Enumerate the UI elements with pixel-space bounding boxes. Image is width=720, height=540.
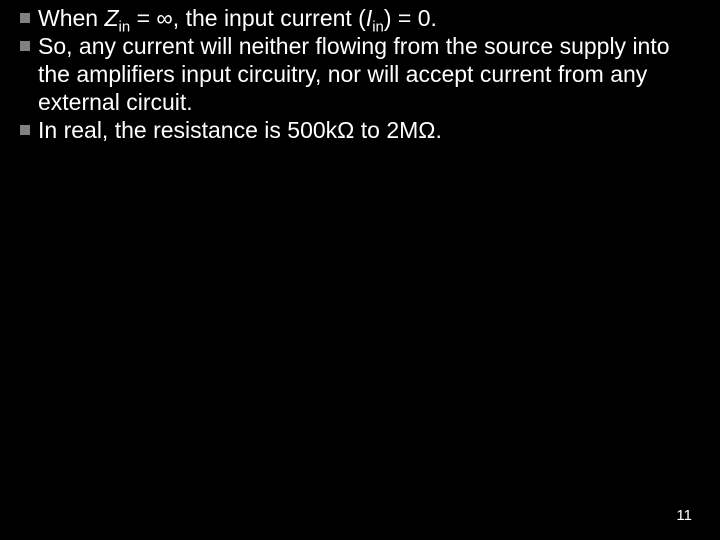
square-bullet-icon: [20, 125, 30, 135]
page-number: 11: [676, 507, 692, 524]
content-area: When Zin = ∞, the input current (Iin) = …: [20, 4, 700, 144]
bullet-item: When Zin = ∞, the input current (Iin) = …: [20, 4, 700, 32]
bullet-text: So, any current will neither flowing fro…: [38, 32, 700, 116]
text-fragment: ) = 0.: [384, 5, 437, 31]
slide: When Zin = ∞, the input current (Iin) = …: [0, 0, 720, 540]
square-bullet-icon: [20, 13, 30, 23]
text-fragment: When: [38, 5, 104, 31]
variable-z: Z: [104, 5, 118, 31]
square-bullet-icon: [20, 41, 30, 51]
text-fragment: = ∞, the input current (: [130, 5, 366, 31]
bullet-text: In real, the resistance is 500kΩ to 2MΩ.: [38, 116, 700, 144]
bullet-item: So, any current will neither flowing fro…: [20, 32, 700, 116]
bullet-item: In real, the resistance is 500kΩ to 2MΩ.: [20, 116, 700, 144]
bullet-text: When Zin = ∞, the input current (Iin) = …: [38, 4, 700, 32]
